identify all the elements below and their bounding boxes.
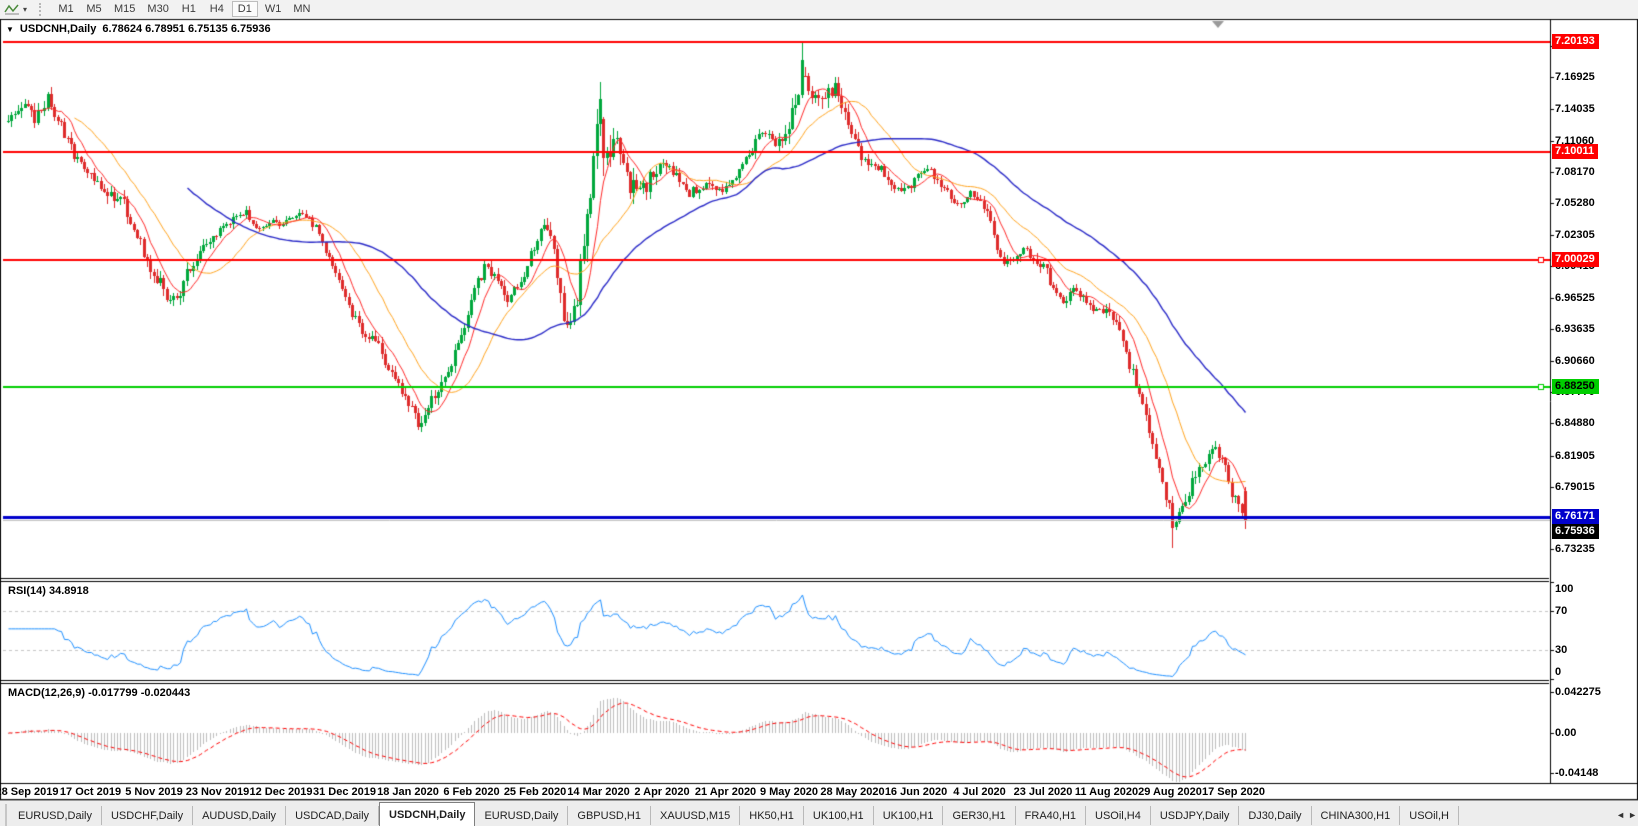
tab-dj30-daily-15[interactable]: DJ30,Daily xyxy=(1239,806,1312,825)
tab-xauusd-m15-7[interactable]: XAUUSD,M15 xyxy=(651,806,741,825)
tab-usdcnh-daily-4[interactable]: USDCNH,Daily xyxy=(379,802,476,826)
timeframe-button-m5[interactable]: M5 xyxy=(86,3,102,15)
tab-ger30-h1-11[interactable]: GER30,H1 xyxy=(943,806,1016,825)
tab-gbpusd-h1-6[interactable]: GBPUSD,H1 xyxy=(568,806,651,825)
toolbar-grip[interactable] xyxy=(39,2,46,16)
indicator-tool-button[interactable]: ▾ xyxy=(0,1,31,18)
tab-uk100-h1-9[interactable]: UK100,H1 xyxy=(804,806,874,825)
tab-eurusd-daily-5[interactable]: EURUSD,Daily xyxy=(475,806,569,825)
timeframe-button-h4[interactable]: H4 xyxy=(209,3,224,15)
timeframe-button-m1[interactable]: M1 xyxy=(58,3,74,15)
tab-audusd-daily-2[interactable]: AUDUSD,Daily xyxy=(193,806,287,825)
timeframe-button-m30[interactable]: M30 xyxy=(147,3,169,15)
timeframe-button-d1[interactable]: D1 xyxy=(231,1,258,17)
tab-scroll-left-icon[interactable]: ◄ xyxy=(1616,810,1626,820)
timeframe-button-m15[interactable]: M15 xyxy=(114,3,136,15)
tab-eurusd-daily-0[interactable]: EURUSD,Daily xyxy=(9,806,102,825)
timeframe-button-group: M1 M5 M15 M30 H1 H4 D1 W1 MN xyxy=(52,0,316,19)
dropdown-caret-icon: ▾ xyxy=(23,4,28,14)
tab-hk50-h1-8[interactable]: HK50,H1 xyxy=(740,806,804,825)
indicator-zigzag-icon xyxy=(4,4,19,15)
timeframe-button-h1[interactable]: H1 xyxy=(181,3,196,15)
timeframe-button-w1[interactable]: W1 xyxy=(264,3,282,15)
tab-fra40-h1-12[interactable]: FRA40,H1 xyxy=(1016,806,1087,825)
tab-china300-h1-16[interactable]: CHINA300,H1 xyxy=(1312,806,1401,825)
tab-uk100-h1-10[interactable]: UK100,H1 xyxy=(874,806,944,825)
tab-scroll-right-icon[interactable]: ► xyxy=(1628,810,1637,820)
tab-usoil-h-17[interactable]: USOil,H xyxy=(1400,806,1459,825)
tab-usdchf-daily-1[interactable]: USDCHF,Daily xyxy=(102,806,194,825)
tabbar-grip[interactable] xyxy=(0,804,7,826)
tab-usdjpy-daily-14[interactable]: USDJPY,Daily xyxy=(1151,806,1240,825)
tab-scroll-buttons: ◄ ► xyxy=(1616,809,1637,821)
timeframe-button-mn[interactable]: MN xyxy=(293,3,311,15)
chart-tab-bar: EURUSD,Daily USDCHF,Daily AUDUSD,Daily USDC… xyxy=(0,800,1638,826)
top-toolbar: ▾ M1 M5 M15 M30 H1 H4 D1 W1 MN xyxy=(0,0,1638,19)
tab-usoil-h4-13[interactable]: USOil,H4 xyxy=(1086,806,1151,825)
tab-usdcad-daily-3[interactable]: USDCAD,Daily xyxy=(286,806,380,825)
